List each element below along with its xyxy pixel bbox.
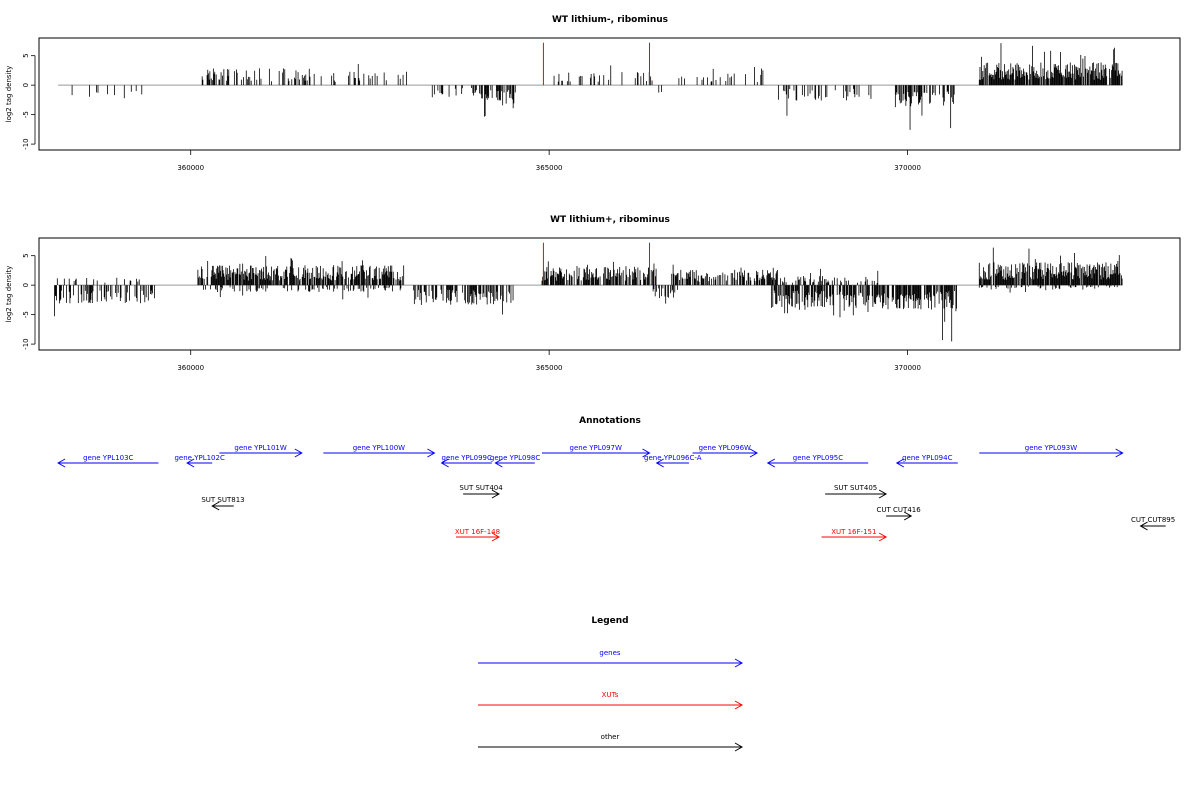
feature-arrow-head xyxy=(903,511,913,521)
feature-arrow-head xyxy=(1139,521,1148,531)
feature-arrow-head xyxy=(878,532,888,542)
plot-frame xyxy=(38,37,1181,151)
other-feature[interactable]: SUT SUT813 xyxy=(201,496,245,511)
legend-item-genes: genes xyxy=(478,649,744,668)
legend-item-xuts: XUTs xyxy=(478,691,744,710)
xut-feature[interactable]: XUT 16F-148 xyxy=(455,528,500,542)
gene-feature[interactable]: gene YPL096W xyxy=(692,444,759,458)
y-tick-label: -10 xyxy=(22,338,30,349)
xut-label: XUT 16F-148 xyxy=(455,528,500,536)
track-panel-2: WT lithium+, ribominus -10 -5 0 5 log2 tag de… xyxy=(5,215,1181,372)
feature-arrow-head xyxy=(642,448,651,458)
other-feature[interactable]: CUT CUT895 xyxy=(1131,516,1175,531)
gene-label: gene YPL100W xyxy=(353,444,405,452)
x-tick-label: 365000 xyxy=(536,364,563,372)
gene-label: gene YPL103C xyxy=(83,454,133,462)
y-tick-label: 0 xyxy=(22,83,30,87)
gene-feature[interactable]: gene YPL093W xyxy=(979,444,1124,458)
track-title: WT lithium-, ribominus xyxy=(552,15,668,25)
gene-label: gene YPL096C-A xyxy=(644,454,702,462)
legend-panel: Legend genes XUTs other xyxy=(478,616,744,752)
gene-label: gene YPL094C xyxy=(902,454,952,462)
gene-feature[interactable]: gene YPL103C xyxy=(57,454,159,468)
plot-frame xyxy=(38,237,1181,351)
y-tick-label: 0 xyxy=(22,283,30,287)
feature-arrow-head xyxy=(427,448,436,458)
y-tick-label: -10 xyxy=(22,138,30,149)
feature-arrow-head xyxy=(57,458,66,468)
feature-arrow-head xyxy=(734,700,744,710)
feature-arrow-head xyxy=(186,458,195,468)
feature-arrow-head xyxy=(1115,448,1124,458)
feature-arrow-head xyxy=(766,458,776,468)
x-tick-label: 365000 xyxy=(536,164,563,172)
feature-arrow-head xyxy=(878,489,888,499)
gene-label: gene YPL101W xyxy=(234,444,286,452)
feature-arrow-head xyxy=(294,448,303,458)
gene-label: gene YPL098C xyxy=(490,454,540,462)
feature-arrow-head xyxy=(655,458,664,468)
gene-label: gene YPL096W xyxy=(699,444,751,452)
other-feature[interactable]: SUT SUT405 xyxy=(825,484,888,499)
gene-feature[interactable]: gene YPL102C xyxy=(174,454,225,468)
gene-label: gene YPL102C xyxy=(174,454,224,462)
feature-arrow-head xyxy=(440,458,449,468)
gene-label: gene YPL097W xyxy=(570,444,622,452)
track-panel-1: WT lithium-, ribominus -10 -5 0 5 log2 tag de… xyxy=(5,15,1181,172)
gene-feature[interactable]: gene YPL095C xyxy=(766,454,869,468)
y-axis-label: log2 tag density xyxy=(5,266,13,323)
legend-item-other: other xyxy=(478,733,744,752)
annotations-panel: Annotations gene YPL103C gene YPL102C gene … xyxy=(57,416,1175,542)
gene-feature[interactable]: gene YPL097W xyxy=(541,444,651,458)
density-bars xyxy=(54,247,1123,342)
x-tick-label: 360000 xyxy=(177,364,204,372)
other-feature[interactable]: CUT CUT416 xyxy=(877,506,922,521)
annotations-title: Annotations xyxy=(579,416,641,426)
y-tick-label: -5 xyxy=(22,311,30,318)
feature-arrow-head xyxy=(895,458,905,468)
y-tick-label: 5 xyxy=(22,53,30,57)
other-label: SUT SUT813 xyxy=(201,496,244,504)
legend-title: Legend xyxy=(591,616,628,626)
gene-label: gene YPL095C xyxy=(793,454,843,462)
density-bars xyxy=(71,43,1123,130)
xut-feature[interactable]: XUT 16F-151 xyxy=(821,528,888,542)
feature-arrow-head xyxy=(734,742,744,752)
feature-arrow-head xyxy=(491,532,500,542)
track-title: WT lithium+, ribominus xyxy=(550,215,670,225)
gene-feature[interactable]: gene YPL101W xyxy=(219,444,303,458)
x-tick-label: 370000 xyxy=(894,164,921,172)
x-tick-label: 360000 xyxy=(177,164,204,172)
gene-feature[interactable]: gene YPL094C xyxy=(895,454,958,468)
gene-label: gene YPL093W xyxy=(1025,444,1077,452)
feature-arrow-head xyxy=(749,448,759,458)
y-tick-label: -5 xyxy=(22,111,30,118)
xut-label: XUT 16F-151 xyxy=(831,528,876,536)
other-label: SUT SUT405 xyxy=(834,484,877,492)
y-axis-label: log2 tag density xyxy=(5,66,13,123)
gene-label: gene YPL099C xyxy=(442,454,492,462)
legend-label: genes xyxy=(599,649,620,657)
x-tick-label: 370000 xyxy=(894,364,921,372)
legend-label: XUTs xyxy=(602,691,619,699)
feature-arrow-head xyxy=(494,458,503,468)
feature-arrow-head xyxy=(491,489,500,499)
y-tick-label: 5 xyxy=(22,253,30,257)
other-label: CUT CUT895 xyxy=(1131,516,1175,524)
feature-arrow-head xyxy=(211,501,220,511)
gene-feature[interactable]: gene YPL098C xyxy=(490,454,540,468)
other-feature[interactable]: SUT SUT404 xyxy=(459,484,503,499)
other-label: CUT CUT416 xyxy=(877,506,922,514)
gene-feature[interactable]: gene YPL099C xyxy=(440,454,492,468)
gene-feature[interactable]: gene YPL096C-A xyxy=(644,454,702,468)
gene-feature[interactable]: gene YPL100W xyxy=(323,444,436,458)
legend-label: other xyxy=(601,733,620,741)
feature-arrow-head xyxy=(734,658,744,668)
other-label: SUT SUT404 xyxy=(459,484,503,492)
